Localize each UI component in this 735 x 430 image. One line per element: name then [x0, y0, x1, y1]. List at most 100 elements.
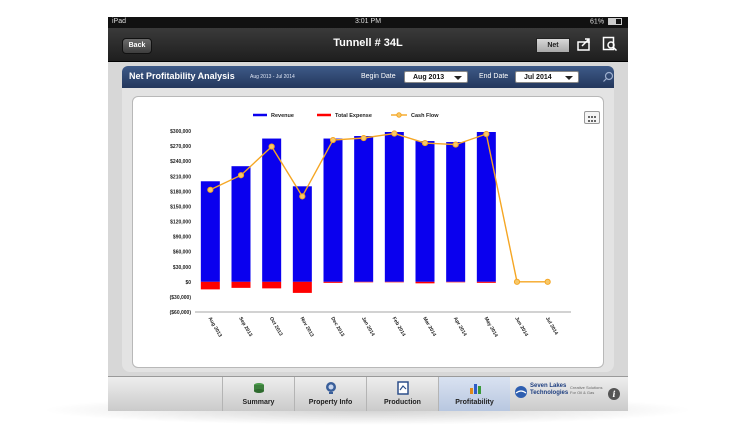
x-tick-label: Jun 2014 — [513, 316, 529, 338]
expense-bar — [476, 281, 496, 283]
revenue-bar — [231, 166, 251, 282]
expense-bar — [262, 281, 282, 289]
seven-lakes-logo-icon — [515, 386, 527, 398]
page-title: Tunnell # 34L — [333, 37, 403, 49]
x-tick-label: Apr 2014 — [452, 316, 468, 337]
info-icon[interactable]: i — [608, 388, 620, 400]
expense-bar — [446, 281, 466, 283]
y-tick-label: $0 — [185, 280, 191, 286]
y-tick-label: $240,000 — [170, 159, 191, 165]
chart-card: $300,000 $270,000 $240,000 $210,000 $180,000… — [132, 96, 604, 368]
expense-bar — [292, 281, 312, 293]
profitability-icon — [470, 384, 481, 394]
battery-status: 61% — [590, 18, 622, 25]
cash-flow-point — [513, 278, 521, 285]
begin-date-select[interactable]: Aug 2013 — [404, 71, 468, 83]
cash-flow-point — [299, 193, 306, 200]
y-tick-label: $210,000 — [170, 174, 191, 180]
y-tick-label: $150,000 — [170, 204, 191, 210]
begin-date-label: Begin Date — [361, 73, 396, 80]
y-tick-label: ($30,000) — [170, 295, 192, 301]
cash-flow-point — [360, 134, 367, 142]
brand-logo: Seven Lakes Technologies Creative Soluti… — [514, 381, 610, 407]
net-button[interactable]: Net — [536, 38, 570, 53]
tab-production[interactable]: Production — [366, 377, 438, 411]
legend-revenue-label: Revenue — [271, 113, 294, 119]
legend-expense-label: Total Expense — [335, 113, 372, 119]
revenue-bar — [292, 186, 312, 282]
brand-name: Seven Lakes Technologies — [530, 383, 568, 397]
x-tick-label: Aug 2013 — [207, 316, 223, 338]
main-content: Net Profitability Analysis Aug 2013 - Ju… — [108, 62, 628, 376]
expense-bar — [384, 281, 404, 283]
search-document-icon[interactable] — [602, 36, 618, 52]
back-button[interactable]: Back — [122, 38, 152, 54]
y-tick-label: $60,000 — [173, 250, 191, 256]
battery-icon — [608, 18, 622, 25]
chevron-down-icon — [565, 76, 573, 80]
end-date-label: End Date — [479, 73, 509, 80]
tab-label: Production — [384, 399, 421, 406]
cash-flow-point — [452, 141, 459, 148]
y-tick-label: ($60,000) — [170, 310, 192, 316]
expense-bar — [415, 281, 435, 284]
y-tick-label: $120,000 — [170, 220, 191, 226]
end-date-select[interactable]: Jul 2014 — [515, 71, 579, 83]
x-tick-label: Feb 2014 — [391, 316, 407, 338]
grid-view-icon[interactable] — [584, 111, 600, 124]
chevron-down-icon — [454, 76, 462, 80]
begin-date-value: Aug 2013 — [413, 74, 445, 81]
y-tick-label: $300,000 — [170, 129, 191, 135]
tab-summary[interactable]: Summary — [222, 377, 294, 411]
tab-bar: Summary Property Info Production Profita… — [108, 376, 628, 411]
analysis-range: Aug 2013 - Jul 2014 — [250, 74, 295, 80]
property-info-icon — [326, 382, 336, 394]
cash-flow-point — [329, 136, 337, 144]
status-time: 3:01 PM — [354, 18, 382, 25]
tab-label: Summary — [242, 399, 275, 406]
cash-flow-point — [421, 139, 429, 147]
x-tick-label: May 2014 — [483, 316, 499, 338]
revenue-bar — [446, 142, 466, 282]
cash-flow-point — [391, 130, 398, 137]
legend-cash-flow-label: Cash Flow — [411, 113, 439, 119]
legend-cash-flow-marker — [396, 112, 402, 118]
x-tick-label: Oct 2013 — [268, 316, 284, 337]
x-tick-label: Mar 2014 — [421, 316, 437, 338]
cash-flow-point — [237, 172, 245, 179]
status-bar: iPad 3:01 PM 61% — [108, 17, 628, 28]
revenue-bar — [415, 141, 435, 282]
ipad-screen: iPad 3:01 PM 61% Back Tunnell # 34L Net … — [108, 17, 628, 411]
y-tick-label: $270,000 — [170, 144, 191, 150]
expense-bar — [354, 281, 374, 283]
battery-fill — [609, 19, 617, 24]
x-tick-label: Nov 2013 — [299, 316, 315, 338]
tab-label: Property Info — [308, 399, 353, 406]
y-tick-label: $90,000 — [173, 235, 191, 241]
x-tick-label: Jan 2014 — [360, 316, 376, 337]
share-icon[interactable] — [576, 36, 592, 52]
analysis-title: Net Profitability Analysis — [129, 71, 235, 81]
profitability-chart: $300,000 $270,000 $240,000 $210,000 $180,000… — [170, 112, 571, 338]
y-tick-label: $180,000 — [170, 189, 191, 195]
brand-name-line2: Technologies — [530, 390, 569, 396]
end-date-value: Jul 2014 — [524, 74, 552, 81]
tab-label: Profitability — [455, 399, 494, 406]
cash-flow-line — [209, 132, 548, 283]
search-icon[interactable] — [602, 71, 614, 83]
expense-bar — [200, 281, 220, 290]
cash-flow-point — [207, 186, 214, 193]
expense-bar — [231, 281, 251, 288]
analysis-header: Net Profitability Analysis Aug 2013 - Ju… — [122, 66, 614, 88]
cash-flow-point — [483, 130, 490, 138]
revenue-bar — [200, 181, 220, 282]
cash-flow-point — [268, 143, 275, 150]
tab-property-info[interactable]: Property Info — [294, 377, 366, 411]
device-label: iPad — [112, 18, 127, 25]
production-icon — [397, 381, 409, 395]
tab-profitability[interactable]: Profitability — [438, 377, 510, 411]
battery-percent: 61% — [590, 18, 605, 26]
x-tick-label: Jul 2014 — [544, 316, 559, 336]
revenue-bar — [354, 136, 374, 282]
revenue-bar — [384, 132, 404, 282]
